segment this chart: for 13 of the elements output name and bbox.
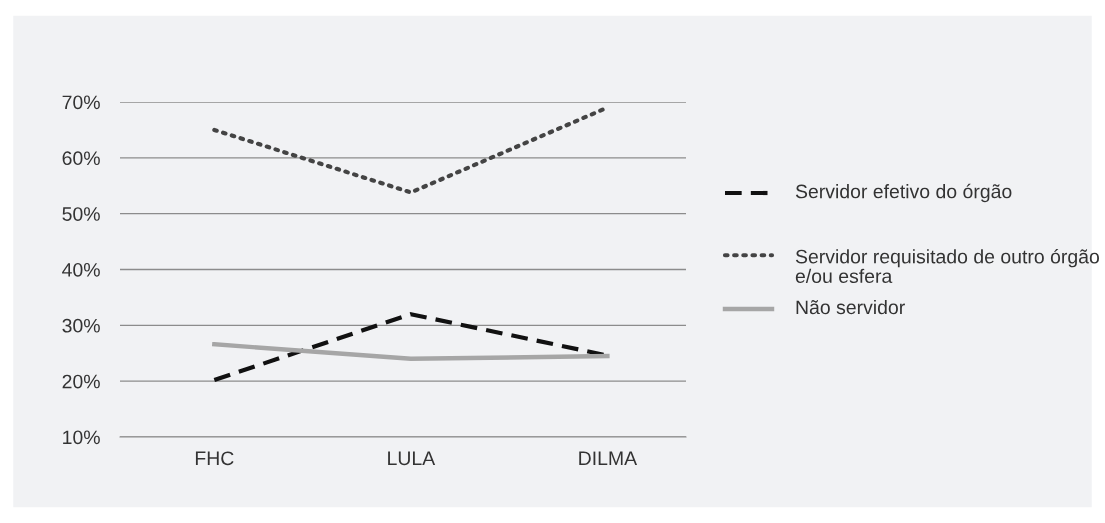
y-tick-label: 60% bbox=[62, 151, 100, 166]
legend-label: Servidor efetivo do órgão bbox=[795, 183, 1012, 203]
y-tick-label: 20% bbox=[62, 374, 100, 389]
x-tick-label: FHC bbox=[195, 451, 234, 466]
y-tick-label: 50% bbox=[62, 207, 100, 221]
legend-label: Não servidor bbox=[796, 299, 905, 315]
legend-label: Servidor requisitado de outro órgão e/ou esfera bbox=[795, 249, 1099, 284]
x-tick-label: DILMA bbox=[579, 451, 638, 465]
y-tick-label: 10% bbox=[63, 430, 100, 445]
x-tick-label: LULA bbox=[388, 451, 436, 466]
y-tick-label: 30% bbox=[62, 318, 100, 333]
y-tick-label: 70% bbox=[62, 95, 100, 110]
y-tick-label: 40% bbox=[62, 262, 100, 277]
